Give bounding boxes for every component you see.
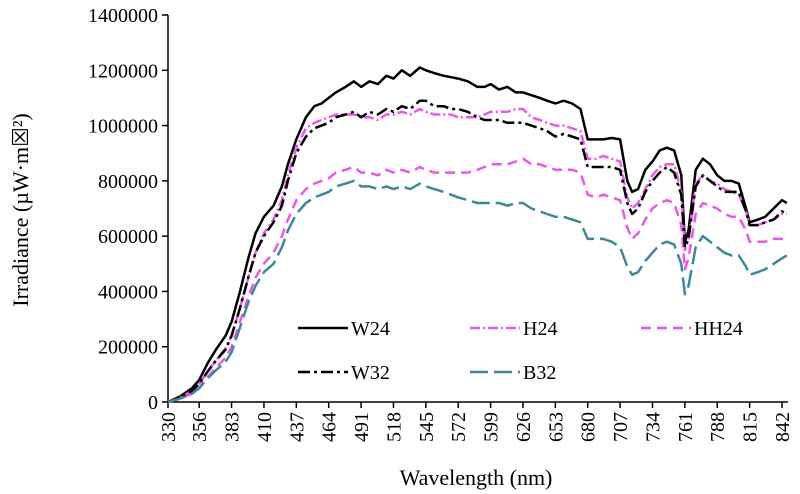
x-tick-label: 680 [578, 412, 600, 442]
y-tick-label: 0 [148, 392, 158, 414]
y-tick-label: 800000 [98, 171, 158, 193]
y-tick-label: 1200000 [88, 60, 158, 82]
x-tick-label: 356 [189, 412, 211, 442]
series-line-b32 [167, 179, 788, 404]
y-tick-label: 1000000 [88, 116, 158, 138]
x-axis-ticks: 330 356 383 410 437 464 491 518 545 572 599 626 653 6… [158, 402, 794, 442]
x-tick-label: 761 [675, 412, 697, 442]
plot-area: 0 200000 400000 600000 800000 1000000 1200000 1… [88, 5, 794, 442]
x-tick-label: 572 [448, 412, 470, 442]
legend-label-b32: B32 [523, 362, 556, 384]
legend-label-h24: H24 [523, 318, 557, 340]
x-tick-label: 410 [254, 412, 276, 442]
x-tick-label: 464 [319, 412, 341, 442]
series-lines [167, 66, 788, 404]
x-axis-label: Wavelength (nm) [400, 465, 553, 490]
x-tick-label: 491 [351, 412, 373, 442]
legend-label-w24: W24 [351, 318, 390, 340]
x-tick-label: 842 [772, 412, 794, 442]
y-tick-label: 400000 [98, 281, 158, 303]
series-line-w32 [167, 99, 788, 404]
y-tick-label: 600000 [98, 226, 158, 248]
x-tick-label: 330 [158, 412, 180, 442]
x-tick-label: 437 [286, 412, 308, 442]
x-tick-label: 545 [416, 412, 438, 442]
series-line-h24 [167, 107, 787, 404]
x-tick-label: 626 [513, 412, 535, 442]
x-tick-label: 788 [707, 412, 729, 442]
y-tick-label: 1400000 [88, 5, 158, 27]
series-line-hh24 [167, 157, 787, 404]
x-tick-label: 734 [642, 412, 664, 442]
y-tick-label: 200000 [98, 337, 158, 359]
legend-label-w32: W32 [351, 362, 390, 384]
x-tick-label: 599 [481, 412, 503, 442]
x-tick-label: 518 [383, 412, 405, 442]
series-line-w24 [167, 66, 788, 404]
x-tick-label: 707 [610, 412, 632, 442]
x-tick-label: 383 [222, 412, 244, 442]
x-tick-label: 653 [545, 412, 567, 442]
x-tick-label: 815 [740, 412, 762, 442]
y-axis-label: Irradiance (µW·m☒²) [8, 113, 33, 307]
y-axis-ticks: 0 200000 400000 600000 800000 1000000 1200000 1… [88, 5, 168, 414]
legend-label-hh24: HH24 [694, 318, 743, 340]
legend: W24 H24 HH24 W32 B32 [298, 318, 743, 384]
